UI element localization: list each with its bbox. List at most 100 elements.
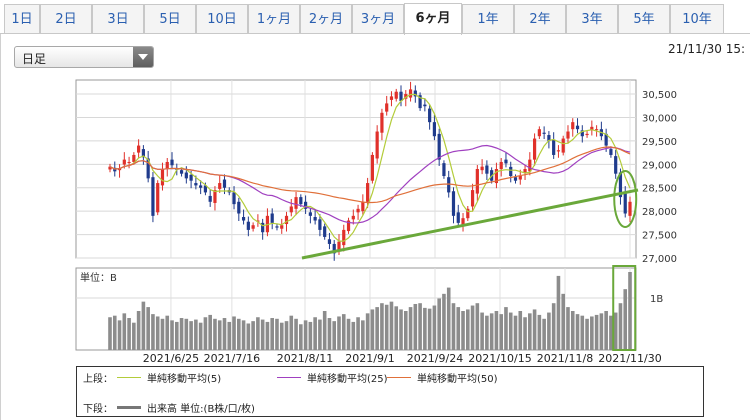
tab-6[interactable]: 1ヶ月 bbox=[248, 4, 300, 34]
last-updated-datetime: 21/11/30 15: bbox=[668, 42, 746, 56]
tab-9[interactable]: 6ヶ月 bbox=[404, 3, 462, 35]
volume-bar bbox=[260, 319, 265, 350]
tab-1[interactable]: 1日 bbox=[4, 4, 40, 34]
legend-ma25-label: 単純移動平均(25) bbox=[307, 374, 388, 385]
tab-13[interactable]: 5年 bbox=[618, 4, 670, 34]
candle-body bbox=[532, 138, 537, 160]
candle-body bbox=[151, 177, 155, 216]
candle-body bbox=[408, 89, 413, 98]
highlight-circle bbox=[613, 170, 638, 228]
candle-body bbox=[595, 129, 599, 131]
tab-8[interactable]: 3ヶ月 bbox=[352, 4, 404, 34]
ma5-line bbox=[109, 93, 631, 242]
candle-body bbox=[370, 154, 374, 181]
volume-bar bbox=[174, 321, 179, 350]
candle-body bbox=[122, 159, 126, 165]
volume-bar bbox=[318, 319, 322, 350]
price-tick-label: 27,000 bbox=[642, 254, 677, 265]
tab-7[interactable]: 2ヶ月 bbox=[300, 4, 352, 34]
tab-5[interactable]: 10日 bbox=[196, 4, 248, 34]
volume-bar bbox=[265, 321, 270, 350]
date-tick-label: 2021/9/1 bbox=[345, 352, 394, 365]
volume-bar bbox=[270, 318, 275, 350]
volume-bar bbox=[508, 312, 513, 350]
volume-bar bbox=[475, 303, 480, 350]
volume-bar bbox=[499, 314, 503, 350]
price-tick-label: 28,000 bbox=[642, 207, 677, 218]
volume-bar bbox=[442, 293, 446, 350]
candle-body bbox=[442, 163, 446, 177]
candle-type-value: 日足 bbox=[22, 52, 47, 66]
volume-bar bbox=[275, 318, 279, 350]
candle-body bbox=[246, 221, 250, 230]
tab-10[interactable]: 1年 bbox=[462, 4, 514, 34]
candle-body bbox=[494, 169, 499, 184]
volume-bar bbox=[427, 308, 432, 350]
volume-bar bbox=[108, 317, 112, 350]
highlight-box bbox=[612, 265, 637, 351]
volume-bar bbox=[599, 313, 604, 350]
candle-body bbox=[222, 179, 227, 188]
volume-bar bbox=[122, 313, 127, 350]
candle-body bbox=[504, 159, 508, 164]
legend-volume-swatch bbox=[117, 406, 141, 409]
candle-body bbox=[580, 130, 584, 137]
price-tick-label: 30,500 bbox=[642, 90, 677, 101]
candle-body bbox=[385, 103, 389, 112]
candle-body bbox=[513, 177, 518, 181]
candle-body bbox=[361, 201, 365, 212]
volume-bar bbox=[485, 315, 489, 350]
volume-bar bbox=[232, 316, 236, 350]
candle-body bbox=[208, 195, 212, 202]
tab-3[interactable]: 3日 bbox=[92, 4, 144, 34]
volume-bar bbox=[213, 318, 217, 350]
tab-2[interactable]: 2日 bbox=[40, 4, 92, 34]
volume-bar bbox=[403, 311, 408, 350]
volume-bar bbox=[628, 272, 632, 350]
candle-body bbox=[437, 133, 441, 160]
volume-bar bbox=[217, 320, 222, 350]
candle-body bbox=[203, 185, 208, 193]
volume-bar bbox=[151, 314, 155, 350]
candle-body bbox=[261, 222, 265, 233]
volume-tick-label: 1B bbox=[650, 294, 663, 305]
candle-body bbox=[628, 201, 632, 216]
candle-body bbox=[485, 165, 489, 174]
volume-bar bbox=[251, 321, 255, 350]
volume-bar bbox=[189, 321, 193, 350]
volume-bar bbox=[461, 311, 465, 350]
candle-body bbox=[232, 192, 236, 205]
candle-body bbox=[141, 149, 145, 158]
volume-bar bbox=[375, 307, 379, 350]
chart-panel bbox=[0, 34, 750, 420]
candle-body bbox=[342, 229, 346, 246]
volume-bar bbox=[594, 314, 599, 350]
volume-bar bbox=[537, 314, 542, 350]
candle-body bbox=[351, 215, 355, 220]
volume-bar bbox=[237, 318, 241, 350]
candle-body bbox=[127, 161, 131, 163]
candle-body bbox=[108, 166, 112, 170]
tab-11[interactable]: 2年 bbox=[514, 4, 566, 34]
candle-body bbox=[179, 170, 184, 174]
candle-body bbox=[308, 212, 312, 216]
candle-body bbox=[575, 125, 580, 130]
candle-body bbox=[623, 193, 627, 214]
volume-bar bbox=[194, 319, 198, 350]
candle-body bbox=[475, 169, 479, 194]
candle-body bbox=[303, 201, 308, 209]
volume-bar bbox=[618, 303, 623, 350]
tab-14[interactable]: 10年 bbox=[670, 4, 724, 34]
candle-body bbox=[528, 159, 532, 172]
volume-bar bbox=[489, 313, 494, 350]
candle-body bbox=[428, 108, 432, 123]
volume-bar bbox=[165, 315, 170, 350]
period-tabs: 1日 2日 3日 5日 10日 1ヶ月 2ヶ月 3ヶ月 6ヶ月 1年 2年 3年 5年 10年 bbox=[0, 0, 750, 35]
volume-bar bbox=[518, 311, 523, 350]
tab-12[interactable]: 3年 bbox=[566, 4, 618, 34]
candle-body bbox=[404, 94, 408, 99]
candle-body bbox=[256, 220, 260, 222]
candle-type-select[interactable]: 日足 bbox=[14, 46, 154, 68]
tab-4[interactable]: 5日 bbox=[144, 4, 196, 34]
